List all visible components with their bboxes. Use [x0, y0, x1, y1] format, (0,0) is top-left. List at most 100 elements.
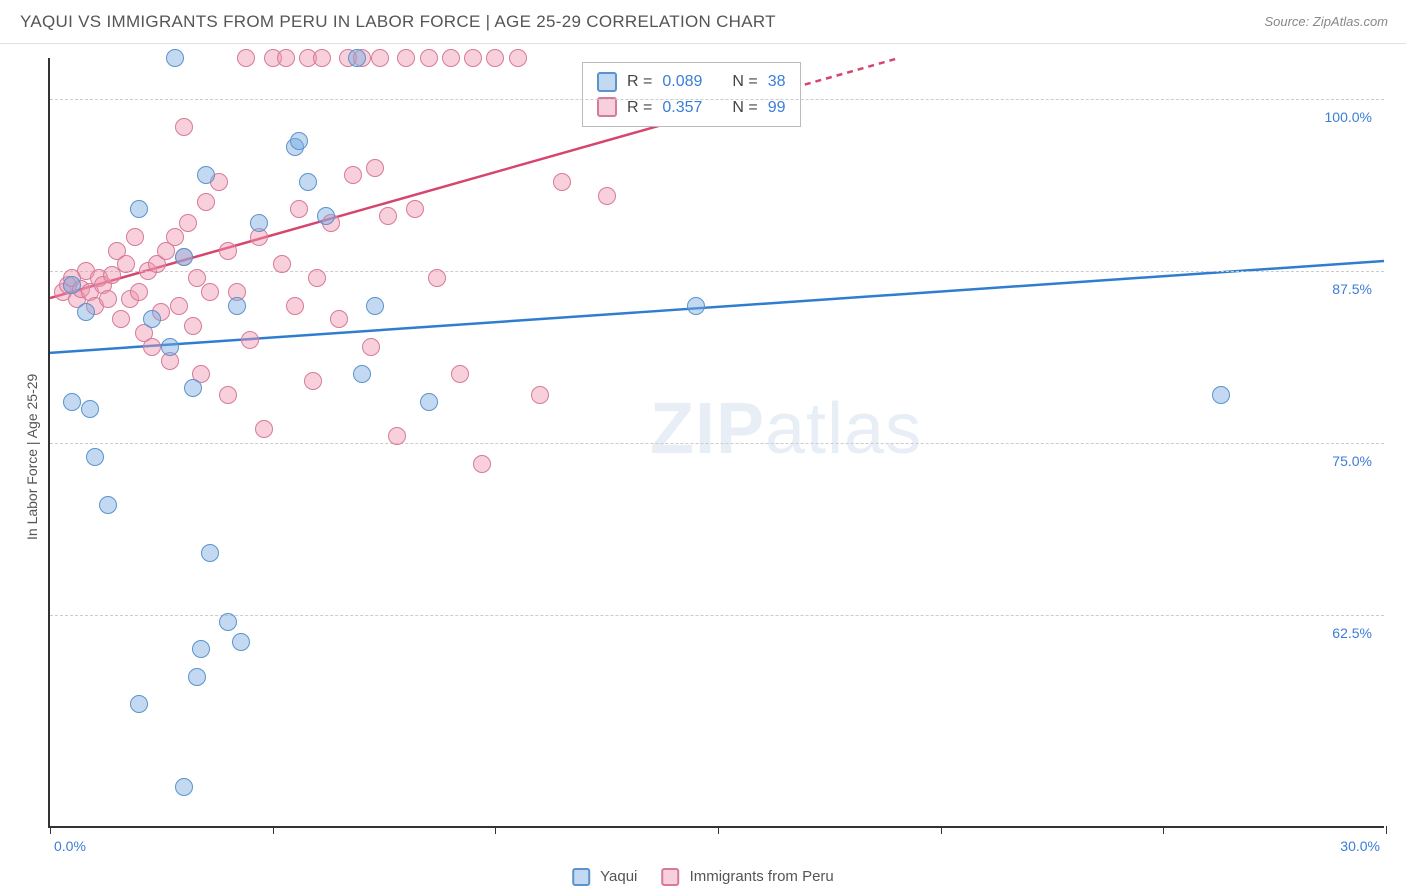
scatter-point-series1 — [317, 207, 335, 225]
scatter-point-series2 — [344, 166, 362, 184]
gridline — [50, 615, 1384, 616]
scatter-point-series1 — [219, 613, 237, 631]
gridline — [50, 99, 1384, 100]
correlation-stats-box: R = 0.089 N = 38 R = 0.357 N = 99 — [582, 62, 801, 127]
scatter-point-series2 — [273, 255, 291, 273]
scatter-point-series1 — [353, 365, 371, 383]
scatter-point-series1 — [99, 496, 117, 514]
stats-swatch-series2 — [597, 97, 617, 117]
watermark-light: atlas — [765, 389, 922, 469]
scatter-point-series1 — [86, 448, 104, 466]
y-tick-label: 87.5% — [1332, 281, 1372, 297]
scatter-point-series2 — [126, 228, 144, 246]
scatter-point-series1 — [81, 400, 99, 418]
scatter-point-series1 — [184, 379, 202, 397]
scatter-point-series2 — [553, 173, 571, 191]
scatter-point-series2 — [371, 49, 389, 67]
scatter-point-series1 — [1212, 386, 1230, 404]
scatter-point-series2 — [313, 49, 331, 67]
scatter-point-series2 — [428, 269, 446, 287]
scatter-point-series2 — [112, 310, 130, 328]
scatter-point-series2 — [304, 372, 322, 390]
scatter-point-series2 — [219, 242, 237, 260]
plot-area: ZIPatlas R = 0.089 N = 38 R = 0.357 N = … — [48, 58, 1384, 828]
scatter-point-series2 — [170, 297, 188, 315]
scatter-point-series1 — [130, 200, 148, 218]
legend-swatch-series1 — [572, 868, 590, 886]
scatter-point-series2 — [330, 310, 348, 328]
scatter-point-series1 — [175, 248, 193, 266]
x-tick-label-end: 30.0% — [1340, 838, 1380, 854]
y-axis-label: In Labor Force | Age 25-29 — [24, 374, 40, 540]
scatter-point-series1 — [201, 544, 219, 562]
watermark-bold: ZIP — [650, 389, 765, 469]
scatter-point-series2 — [290, 200, 308, 218]
scatter-point-series2 — [197, 193, 215, 211]
r-label: R = — [627, 69, 652, 95]
header-bar: YAQUI VS IMMIGRANTS FROM PERU IN LABOR F… — [0, 0, 1406, 44]
scatter-point-series2 — [464, 49, 482, 67]
legend-label-series1: Yaqui — [600, 868, 637, 885]
scatter-point-series2 — [509, 49, 527, 67]
scatter-point-series1 — [687, 297, 705, 315]
scatter-point-series1 — [290, 132, 308, 150]
scatter-point-series1 — [188, 668, 206, 686]
scatter-point-series2 — [451, 365, 469, 383]
x-tick — [273, 826, 274, 834]
scatter-point-series2 — [237, 49, 255, 67]
scatter-point-series2 — [473, 455, 491, 473]
scatter-point-series2 — [362, 338, 380, 356]
scatter-point-series2 — [99, 290, 117, 308]
scatter-point-series1 — [175, 778, 193, 796]
scatter-point-series2 — [175, 118, 193, 136]
chart-title: YAQUI VS IMMIGRANTS FROM PERU IN LABOR F… — [20, 12, 776, 32]
gridline — [50, 271, 1384, 272]
scatter-point-series2 — [117, 255, 135, 273]
scatter-point-series1 — [366, 297, 384, 315]
n-value-series1: 38 — [768, 69, 786, 95]
scatter-point-series1 — [197, 166, 215, 184]
scatter-point-series1 — [192, 640, 210, 658]
scatter-point-series2 — [442, 49, 460, 67]
scatter-point-series1 — [348, 49, 366, 67]
x-tick — [1386, 826, 1387, 834]
x-tick-label-start: 0.0% — [54, 838, 86, 854]
y-tick-label: 75.0% — [1332, 453, 1372, 469]
scatter-point-series1 — [77, 303, 95, 321]
scatter-point-series2 — [406, 200, 424, 218]
scatter-point-series2 — [598, 187, 616, 205]
r-value-series1: 0.089 — [662, 69, 702, 95]
scatter-point-series2 — [531, 386, 549, 404]
scatter-point-series1 — [161, 338, 179, 356]
scatter-point-series1 — [299, 173, 317, 191]
stats-row-series1: R = 0.089 N = 38 — [597, 69, 786, 95]
scatter-point-series1 — [143, 310, 161, 328]
scatter-point-series1 — [166, 49, 184, 67]
scatter-point-series2 — [420, 49, 438, 67]
legend-item-series1: Yaqui — [572, 868, 637, 886]
scatter-point-series1 — [420, 393, 438, 411]
y-tick-label: 62.5% — [1332, 625, 1372, 641]
scatter-point-series2 — [184, 317, 202, 335]
scatter-point-series1 — [63, 276, 81, 294]
scatter-point-series2 — [308, 269, 326, 287]
scatter-point-series1 — [130, 695, 148, 713]
legend-item-series2: Immigrants from Peru — [661, 868, 833, 886]
stats-swatch-series1 — [597, 72, 617, 92]
scatter-point-series2 — [219, 386, 237, 404]
scatter-point-series2 — [201, 283, 219, 301]
chart-container: YAQUI VS IMMIGRANTS FROM PERU IN LABOR F… — [0, 0, 1406, 892]
scatter-point-series2 — [255, 420, 273, 438]
scatter-point-series2 — [366, 159, 384, 177]
scatter-point-series2 — [241, 331, 259, 349]
x-tick — [50, 826, 51, 834]
gridline — [50, 443, 1384, 444]
scatter-point-series2 — [286, 297, 304, 315]
scatter-point-series2 — [388, 427, 406, 445]
source-attribution: Source: ZipAtlas.com — [1264, 14, 1388, 29]
watermark: ZIPatlas — [650, 388, 922, 470]
legend-swatch-series2 — [661, 868, 679, 886]
scatter-point-series1 — [63, 393, 81, 411]
trendlines-svg — [50, 58, 1384, 826]
scatter-point-series1 — [250, 214, 268, 232]
